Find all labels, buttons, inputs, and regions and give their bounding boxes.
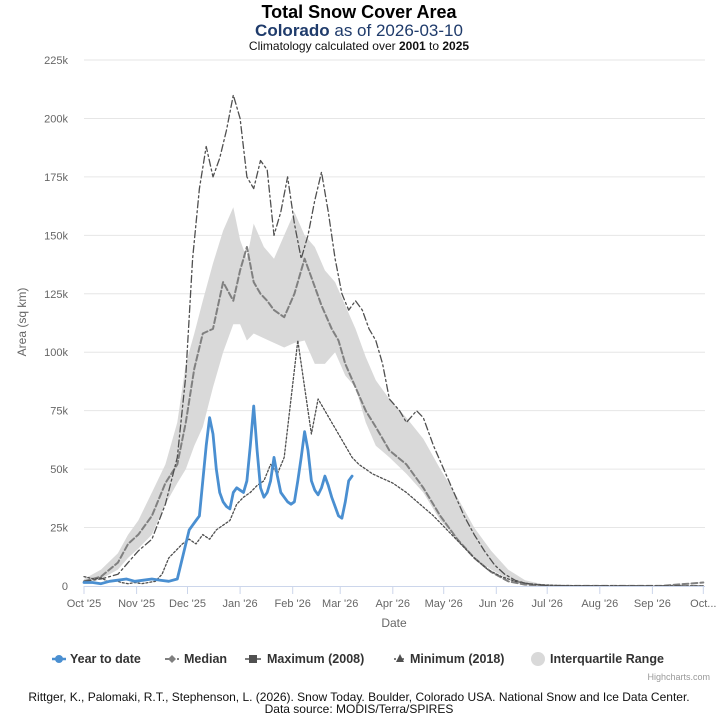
climatology-start: 2001 bbox=[399, 39, 426, 53]
x-tick-label: May '26 bbox=[425, 598, 463, 610]
y-tick-label: 50k bbox=[50, 464, 68, 476]
subtitle-as-of: as of bbox=[330, 21, 376, 40]
series-maximum-2008 bbox=[83, 94, 704, 587]
series-minimum-2018 bbox=[83, 339, 704, 587]
subtitle-date: 2026-03-10 bbox=[376, 21, 463, 40]
legend: Year to date Median Maximum (2008) Minim… bbox=[52, 652, 664, 666]
highcharts-credit[interactable]: Highcharts.com bbox=[647, 672, 710, 682]
citation-line: Rittger, K., Palomaki, R.T., Stephenson,… bbox=[28, 690, 690, 704]
series-median bbox=[83, 246, 705, 587]
legend-iqr-label: Interquartile Range bbox=[550, 652, 664, 666]
y-tick-label: 150k bbox=[44, 230, 68, 242]
x-tick-label: Feb '26 bbox=[275, 598, 311, 610]
legend-ytd-marker bbox=[55, 655, 63, 663]
legend-ytd-label: Year to date bbox=[70, 652, 141, 666]
x-tick-label: Aug '26 bbox=[581, 598, 618, 610]
x-tick-label: Dec '25 bbox=[169, 598, 206, 610]
legend-item-year-to-date[interactable]: Year to date bbox=[52, 652, 141, 666]
climatology-mid: to bbox=[426, 39, 443, 53]
legend-max-marker bbox=[249, 655, 257, 663]
legend-min-marker bbox=[396, 654, 404, 662]
y-tick-label: 125k bbox=[44, 289, 68, 301]
y-tick-label: 75k bbox=[50, 406, 68, 418]
legend-median-marker bbox=[168, 655, 176, 663]
y-axis-label: Area (sq km) bbox=[15, 288, 29, 357]
x-tick-label: Jun '26 bbox=[479, 598, 514, 610]
snow-cover-chart: Total Snow Cover Area Colorado as of 202… bbox=[15, 2, 716, 682]
x-tick-label: Oct... bbox=[690, 598, 716, 610]
legend-median-label: Median bbox=[184, 652, 227, 666]
x-axis-label: Date bbox=[381, 616, 407, 630]
x-tick-label: Apr '26 bbox=[376, 598, 411, 610]
chart-subtitle: Colorado as of 2026-03-10 bbox=[255, 21, 463, 40]
legend-iqr-marker bbox=[531, 652, 545, 666]
subtitle-region: Colorado bbox=[255, 21, 330, 40]
y-tick-label: 175k bbox=[44, 172, 68, 184]
series-interquartile-range bbox=[84, 207, 704, 586]
legend-item-maximum[interactable]: Maximum (2008) bbox=[245, 652, 364, 666]
x-tick-label: Oct '25 bbox=[67, 598, 102, 610]
legend-item-median[interactable]: Median bbox=[165, 652, 227, 666]
legend-item-iqr[interactable]: Interquartile Range bbox=[531, 652, 664, 666]
x-tick-label: Jul '26 bbox=[531, 598, 562, 610]
legend-max-label: Maximum (2008) bbox=[267, 652, 364, 666]
climatology-end: 2025 bbox=[442, 39, 469, 53]
climatology-note: Climatology calculated over 2001 to 2025 bbox=[249, 39, 469, 53]
series-layer bbox=[82, 94, 705, 587]
x-tick-label: Nov '25 bbox=[118, 598, 155, 610]
y-tick-label: 200k bbox=[44, 113, 68, 125]
legend-min-label: Minimum (2018) bbox=[410, 652, 504, 666]
climatology-prefix: Climatology calculated over bbox=[249, 39, 399, 53]
y-tick-label: 0 bbox=[62, 581, 68, 593]
y-tick-label: 25k bbox=[50, 523, 68, 535]
x-tick-label: Jan '26 bbox=[223, 598, 258, 610]
x-tick-label: Sep '26 bbox=[634, 598, 671, 610]
y-axis-ticks: 0 25k 50k 75k 100k 125k 150k 175k 200k 225k bbox=[44, 55, 68, 593]
y-tick-label: 100k bbox=[44, 347, 68, 359]
x-axis-ticks: Oct '25 Nov '25 Dec '25 Jan '26 Feb '26 Mar '… bbox=[67, 586, 716, 610]
chart-title: Total Snow Cover Area bbox=[261, 2, 457, 22]
series-year-to-date bbox=[82, 404, 354, 586]
y-tick-label: 225k bbox=[44, 55, 68, 67]
legend-item-minimum[interactable]: Minimum (2018) bbox=[394, 652, 504, 666]
x-tick-label: Mar '26 bbox=[322, 598, 358, 610]
